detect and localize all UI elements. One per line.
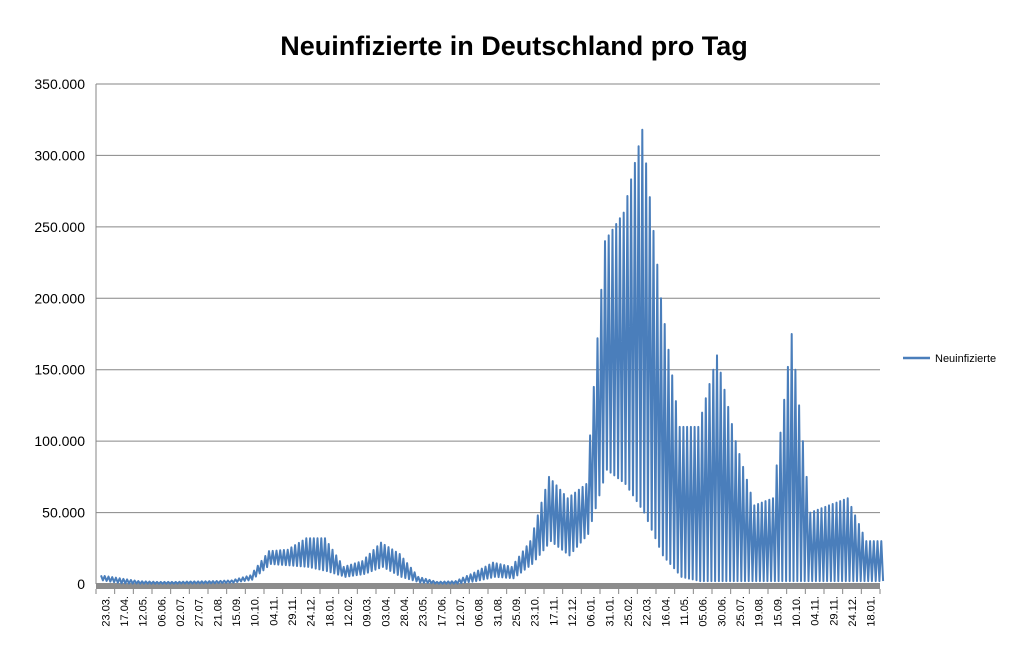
x-tick-label: 15.09. (231, 596, 243, 627)
x-tick-label: 02.07. (175, 596, 187, 627)
x-tick-label: 25.09. (511, 596, 523, 627)
y-tick-label: 250.000 (34, 219, 85, 235)
x-tick-label: 17.11. (548, 596, 560, 626)
legend-label-neuinfizierte: Neuinfizierte (935, 353, 996, 365)
x-tick-label: 11.05. (679, 596, 691, 626)
x-tick-label: 17.06. (436, 596, 448, 627)
x-tick-label: 06.06. (156, 596, 168, 627)
y-tick-label: 150.000 (34, 362, 85, 378)
y-tick-label: 200.000 (34, 290, 85, 306)
grid-lines (96, 83, 880, 585)
x-tick-label: 19.08. (754, 596, 766, 627)
x-tick-label: 15.09. (772, 596, 784, 627)
x-tick-label: 05.06. (698, 596, 710, 627)
series-line-neuinfizierte (100, 128, 885, 585)
y-tick-label: 350.000 (34, 76, 85, 92)
x-tick-label: 12.12. (567, 596, 579, 627)
x-tick-label: 29.11. (287, 596, 299, 626)
x-tick-label: 18.01. (866, 596, 878, 627)
x-tick-label: 31.01. (604, 596, 616, 627)
x-tick-label: 23.03. (100, 596, 112, 627)
x-tick-label: 04.11. (810, 596, 822, 626)
x-tick-label: 24.12. (306, 596, 318, 627)
plot-area (100, 128, 885, 585)
x-tick-label: 12.07. (455, 596, 467, 627)
x-tick-label: 16.04. (660, 596, 672, 627)
x-tick-label: 09.03. (362, 596, 374, 627)
legend: Neuinfizierte (903, 353, 996, 365)
x-tick-label: 22.03. (642, 596, 654, 627)
x-tick-label: 04.11. (268, 596, 280, 626)
x-tick-label: 23.10. (530, 596, 542, 627)
x-tick-label: 12.05. (138, 596, 150, 627)
x-tick-label: 28.04. (399, 596, 411, 627)
x-tick-label: 12.02. (343, 596, 355, 627)
x-axis-line (96, 583, 880, 589)
y-tick-label: 0 (77, 576, 85, 592)
chart-title: Neuinfizierte in Deutschland pro Tag (280, 31, 748, 61)
x-axis-ticks: 23.03. 17.04. 12.05. 06.06. 02.07. 27.07. 21.0… (95, 589, 881, 627)
x-tick-label: 24.12. (847, 596, 859, 627)
x-tick-label: 10.10. (250, 596, 262, 627)
y-axis-ticks: 0 50.000 100.000 150.000 200.000 250.000 300.0… (34, 76, 85, 592)
y-tick-label: 100.000 (34, 433, 85, 449)
x-tick-label: 27.07. (194, 596, 206, 627)
x-tick-label: 06.01. (586, 596, 598, 627)
x-tick-label: 25.02. (623, 596, 635, 627)
x-tick-label: 06.08. (474, 596, 486, 627)
x-tick-label: 18.01. (324, 596, 336, 627)
x-tick-label: 03.04. (380, 596, 392, 627)
x-tick-label: 31.08. (492, 596, 504, 627)
y-tick-label: 300.000 (34, 147, 85, 163)
x-tick-label: 23.05. (418, 596, 430, 627)
x-tick-label: 29.11. (828, 596, 840, 626)
y-tick-label: 50.000 (42, 505, 85, 521)
x-tick-label: 17.04. (119, 596, 131, 627)
x-tick-label: 25.07. (735, 596, 747, 627)
x-tick-label: 21.08. (212, 596, 224, 627)
x-axis (95, 84, 880, 589)
x-tick-label: 30.06. (716, 596, 728, 627)
x-tick-label: 10.10. (791, 596, 803, 627)
